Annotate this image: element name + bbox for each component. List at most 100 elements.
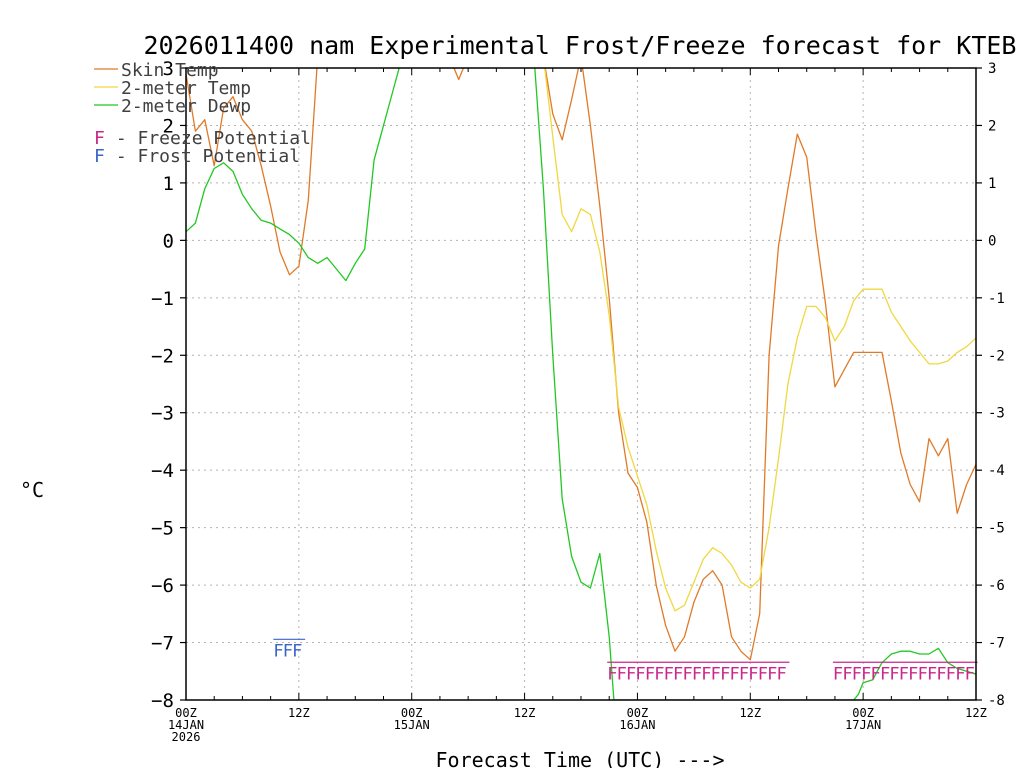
y-tick-label: −7 <box>151 633 174 655</box>
y-tick-label-right: -2 <box>988 348 1005 364</box>
freeze-potential-marker: F <box>701 664 711 684</box>
freeze-potential-marker: F <box>692 664 702 684</box>
freeze-potential-marker: F <box>927 664 937 684</box>
freeze-potential-marker: F <box>711 664 721 684</box>
y-tick-label: −1 <box>151 288 174 310</box>
series-line-1 <box>544 68 976 612</box>
y-tick-label: −2 <box>151 345 174 367</box>
freeze-potential-marker: F <box>946 664 956 684</box>
freeze-potential-marker: F <box>965 664 975 684</box>
y-tick-label-right: 0 <box>988 233 996 249</box>
frost-potential-marker: F <box>283 641 293 661</box>
y-tick-label-right: -1 <box>988 291 1005 307</box>
legend-entry-freeze-potential: F - Freeze Potential <box>94 128 311 149</box>
freeze-potential-marker: F <box>617 664 627 684</box>
legend-entry-2m-temp: 2-meter Temp <box>94 78 251 99</box>
legend-letter-frost: F <box>94 146 105 167</box>
legend-label-frost: - Frost Potential <box>105 146 300 167</box>
freeze-potential-marker: F <box>936 664 946 684</box>
freeze-potential-marker: F <box>842 664 852 684</box>
x-tick-date: 15JAN <box>394 718 430 732</box>
freeze-potential-marker: F <box>871 664 881 684</box>
y-tick-label-right: -7 <box>988 636 1005 652</box>
freeze-potential-marker: F <box>635 664 645 684</box>
y-tick-label: 3 <box>163 58 174 80</box>
y-tick-label: 1 <box>163 173 174 195</box>
freeze-potential-marker: F <box>767 664 777 684</box>
legend-label-2m-dewp: 2-meter Dewp <box>121 96 251 117</box>
x-tick-label: 12Z <box>965 706 987 720</box>
y-tick-label: −4 <box>151 460 174 482</box>
freeze-potential-marker: F <box>852 664 862 684</box>
series-layer <box>186 68 976 700</box>
freeze-potential-marker: F <box>729 664 739 684</box>
y-tick-label-right: 1 <box>988 176 996 192</box>
y-tick-label-right: -4 <box>988 463 1005 479</box>
y-tick-label: −6 <box>151 575 174 597</box>
freeze-potential-marker: F <box>918 664 928 684</box>
freeze-potential-marker: F <box>777 664 787 684</box>
legend-label-freeze: - Freeze Potential <box>105 128 311 149</box>
series-line-0 <box>186 68 976 661</box>
y-axis-label: °C <box>20 478 44 502</box>
x-tick-date: 17JAN <box>845 718 881 732</box>
freeze-potential-marker: F <box>861 664 871 684</box>
freeze-potential-marker: F <box>833 664 843 684</box>
y-tick-label: −3 <box>151 403 174 425</box>
legend-entry-2m-dewp: 2-meter Dewp <box>94 96 251 117</box>
y-tick-label-right: -8 <box>988 693 1005 709</box>
freeze-potential-marker: F <box>607 664 617 684</box>
freeze-potential-marker: F <box>626 664 636 684</box>
frost-potential-marker: F <box>292 641 302 661</box>
frost-potential-marker: F <box>273 641 283 661</box>
grid <box>180 67 982 701</box>
x-tick-label: 00Z <box>401 706 423 720</box>
y-tick-label-right: 2 <box>988 118 996 134</box>
freeze-potential-marker: F <box>880 664 890 684</box>
freeze-potential-marker: F <box>908 664 918 684</box>
y-tick-label-right: -3 <box>988 406 1005 422</box>
tick-labels: −8 -8 −7 -7 −6 -6 −5 -5 −4 -4 −3 -3 −2 -2 −1 -1 0 0 1 1 2 2 3 3… <box>151 58 1005 744</box>
y-tick-label-right: -6 <box>988 578 1005 594</box>
y-tick-label: 2 <box>163 115 174 137</box>
x-tick-label: 00Z <box>852 706 874 720</box>
legend-entry-skin-temp: Skin Temp <box>94 60 219 81</box>
plot-frame <box>185 67 977 701</box>
freeze-potential-marker: F <box>955 664 965 684</box>
x-tick-date: 16JAN <box>619 718 655 732</box>
x-tick-label: 00Z <box>627 706 649 720</box>
legend-entry-frost-potential: F - Frost Potential <box>94 146 300 167</box>
x-axis-label: Forecast Time (UTC) ---> <box>436 748 725 768</box>
freeze-potential-marker: F <box>673 664 683 684</box>
legend-label-2m-temp: 2-meter Temp <box>121 78 251 99</box>
x-tick-label: 00Z <box>175 706 197 720</box>
x-tick-year: 2026 <box>172 730 201 744</box>
y-tick-label: −5 <box>151 518 174 540</box>
freeze-potential-marker: F <box>748 664 758 684</box>
x-tick-label: 12Z <box>739 706 761 720</box>
freeze-potential-marker: F <box>720 664 730 684</box>
x-tick-label: 12Z <box>288 706 310 720</box>
freeze-potential-marker: F <box>682 664 692 684</box>
freeze-potential-marker: F <box>645 664 655 684</box>
legend-letter-freeze: F <box>94 128 105 149</box>
y-tick-label-right: 3 <box>988 61 996 77</box>
y-tick-label: 0 <box>163 230 174 252</box>
x-tick-label: 12Z <box>514 706 536 720</box>
legend-label-skin-temp: Skin Temp <box>121 60 219 81</box>
freeze-potential-marker: F <box>758 664 768 684</box>
freeze-potential-marker: F <box>739 664 749 684</box>
potential-markers: F F FF F F F F F F F F F F F F F F F F F F F F F F F F F F F F F F F F F <box>273 638 978 684</box>
freeze-potential-marker: F <box>654 664 664 684</box>
y-tick-label-right: -5 <box>988 521 1005 537</box>
legend: Skin Temp 2-meter Temp 2-meter Dewp F - … <box>94 60 311 167</box>
series-line-2 <box>186 68 976 700</box>
y-tick-label: −8 <box>151 690 174 712</box>
freeze-potential-marker: F <box>664 664 674 684</box>
freeze-potential-marker: F <box>899 664 909 684</box>
x-tick-date: 14JAN <box>168 718 204 732</box>
chart-title: 2026011400 nam Experimental Frost/Freeze… <box>144 31 1017 60</box>
freeze-potential-marker: F <box>889 664 899 684</box>
